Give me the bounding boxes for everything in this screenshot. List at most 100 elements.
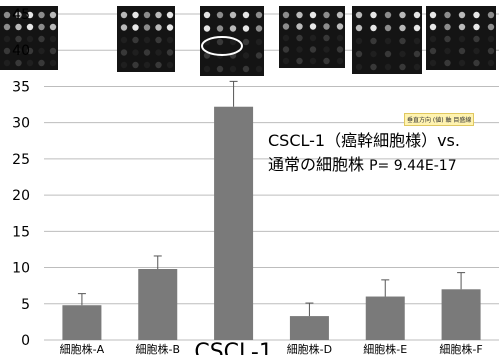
array-spot bbox=[49, 23, 57, 31]
annotation: CSCL-1（癌幹細胞様）vs. 通常の細胞株 P= 9.44E-17 bbox=[268, 129, 499, 178]
array-spot bbox=[3, 59, 11, 67]
array-spot bbox=[3, 23, 11, 31]
array-spot bbox=[355, 24, 363, 32]
array-spot bbox=[3, 47, 11, 55]
annotation-comparison: 通常の細胞株 bbox=[268, 155, 365, 174]
array-spot bbox=[120, 24, 128, 31]
array-spot bbox=[255, 38, 263, 46]
array-spot bbox=[323, 57, 330, 65]
array-spot bbox=[38, 59, 45, 67]
array-spot bbox=[242, 11, 250, 19]
array-spot bbox=[399, 24, 406, 32]
array-spot bbox=[49, 59, 57, 67]
bar bbox=[214, 106, 254, 341]
array-spot bbox=[384, 11, 392, 19]
array-spot bbox=[355, 37, 363, 45]
array-spot bbox=[323, 23, 330, 30]
x-tick-label: 細胞株-B bbox=[135, 342, 180, 355]
array-spot bbox=[15, 23, 22, 31]
array-spot bbox=[26, 59, 34, 67]
array-spot bbox=[487, 11, 495, 19]
array-spot bbox=[282, 34, 290, 42]
array-spot bbox=[203, 11, 211, 19]
array-spot bbox=[155, 36, 162, 44]
array-spot bbox=[15, 11, 22, 19]
array-spot bbox=[336, 57, 344, 65]
y-tick-label: 30 bbox=[12, 116, 30, 132]
bar bbox=[62, 305, 102, 340]
array-spot bbox=[166, 24, 174, 31]
array-spot bbox=[15, 35, 22, 43]
array-spot bbox=[296, 46, 303, 53]
array-spot bbox=[242, 52, 250, 59]
array-spot bbox=[216, 11, 224, 19]
array-spot bbox=[370, 50, 377, 58]
array-spot bbox=[399, 63, 406, 71]
array-spot bbox=[458, 59, 466, 67]
array-spot bbox=[120, 11, 128, 19]
array-spot bbox=[132, 24, 139, 31]
array-spot bbox=[255, 52, 263, 59]
array-spot bbox=[166, 49, 174, 56]
array-spot bbox=[309, 34, 317, 42]
y-tick-label: 25 bbox=[12, 152, 30, 168]
array-spot bbox=[15, 59, 22, 67]
array-spot bbox=[473, 11, 480, 19]
array-spot bbox=[323, 34, 330, 42]
array-spot bbox=[229, 11, 237, 19]
array-spot bbox=[444, 11, 451, 19]
array-spot bbox=[166, 61, 174, 69]
array-spot bbox=[323, 11, 330, 19]
y-tick-label: 10 bbox=[12, 261, 30, 277]
array-spot bbox=[3, 35, 11, 43]
array-spot bbox=[429, 35, 437, 43]
array-spot bbox=[413, 63, 421, 71]
array-spot bbox=[399, 11, 406, 19]
array-spot bbox=[487, 59, 495, 67]
array-spot bbox=[370, 24, 377, 32]
x-tick-label: 細胞株-D bbox=[287, 342, 332, 355]
array-spot bbox=[296, 11, 303, 19]
y-tick-label: 5 bbox=[21, 297, 30, 313]
array-spot bbox=[26, 23, 34, 31]
array-spot bbox=[296, 57, 303, 65]
array-spot bbox=[399, 50, 406, 58]
bar bbox=[441, 289, 481, 340]
array-spot bbox=[282, 57, 290, 65]
array-spot bbox=[143, 49, 151, 56]
x-tick-label: 細胞株-A bbox=[60, 342, 105, 355]
array-spot bbox=[444, 47, 451, 55]
array-spot bbox=[384, 63, 392, 71]
array-spot bbox=[229, 65, 237, 73]
array-spot bbox=[143, 24, 151, 31]
array-spot bbox=[413, 24, 421, 32]
y-tick-label: 15 bbox=[12, 224, 30, 240]
array-spot bbox=[384, 37, 392, 45]
array-spot bbox=[444, 23, 451, 31]
array-spot bbox=[309, 11, 317, 19]
array-spot bbox=[120, 61, 128, 69]
array-spot bbox=[255, 25, 263, 32]
array-spot bbox=[309, 23, 317, 30]
array-image-strip bbox=[0, 6, 496, 76]
array-spot bbox=[282, 11, 290, 19]
array-spot bbox=[26, 11, 34, 19]
array-spot bbox=[444, 35, 451, 43]
array-spot bbox=[473, 23, 480, 31]
array-spot bbox=[296, 34, 303, 42]
array-spot bbox=[336, 23, 344, 30]
array-spot bbox=[216, 65, 224, 73]
array-spot bbox=[399, 37, 406, 45]
array-spot bbox=[323, 46, 330, 53]
y-tick-label: 35 bbox=[12, 79, 30, 95]
array-spot bbox=[429, 23, 437, 31]
annotation-pvalue: P= 9.44E-17 bbox=[369, 158, 457, 174]
array-spot bbox=[355, 11, 363, 19]
array-spot bbox=[143, 36, 151, 44]
array-spot bbox=[132, 11, 139, 19]
array-spot bbox=[309, 46, 317, 53]
array-spot bbox=[296, 23, 303, 30]
x-tick-labels: 細胞株-A 細胞株-B CSCL-1 細胞株-D 細胞株-E 細胞株-F bbox=[60, 340, 483, 355]
array-spot bbox=[429, 47, 437, 55]
